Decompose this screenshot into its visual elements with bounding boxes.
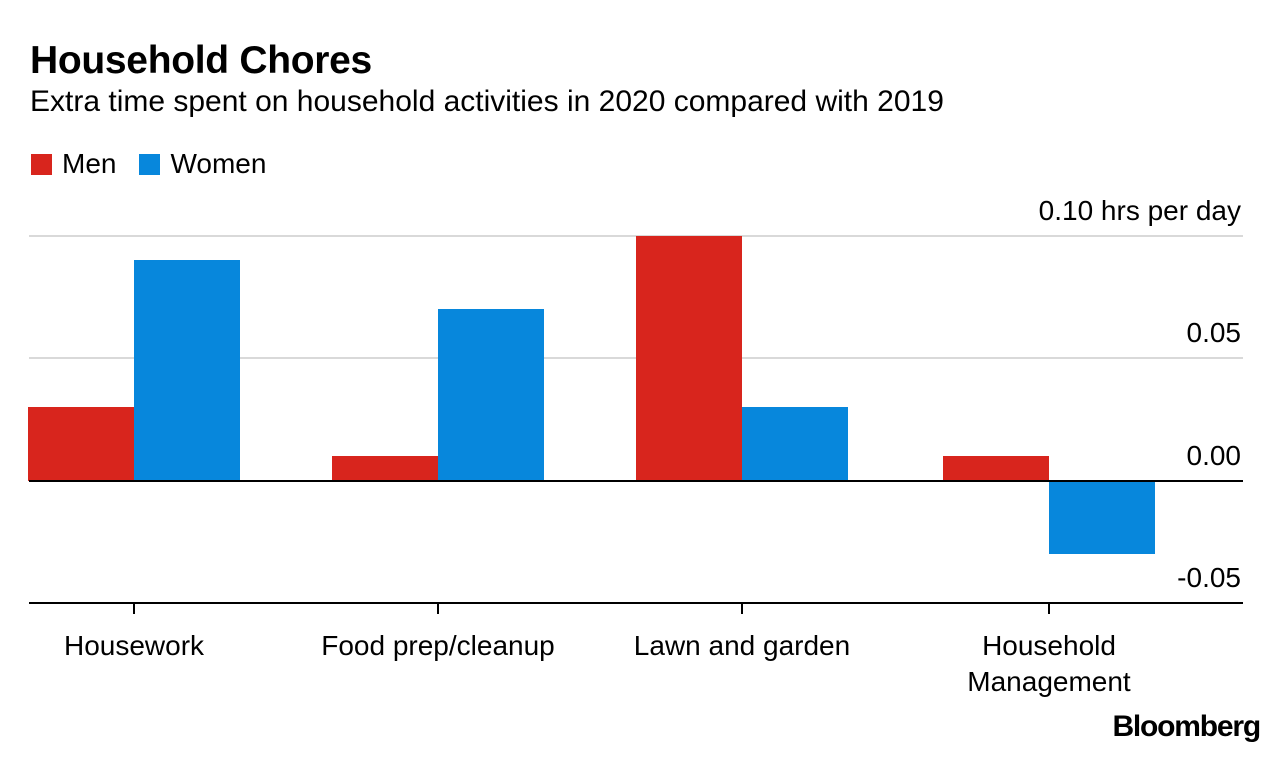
bar-men-food-prepcleanup bbox=[332, 456, 438, 481]
legend-swatch-men-icon bbox=[31, 153, 52, 175]
bar-men-lawn-and-garden bbox=[636, 236, 742, 481]
x-tick-household-management bbox=[1048, 603, 1050, 614]
x-label-lawn-and-garden: Lawn and garden bbox=[633, 630, 851, 661]
legend-label-women: Women bbox=[170, 148, 267, 179]
legend-item-men: Men bbox=[31, 150, 116, 178]
x-tick-lawn-and-garden bbox=[741, 603, 743, 614]
bar-women-lawn-and-garden bbox=[742, 407, 848, 481]
bar-women-housework bbox=[134, 260, 240, 481]
legend-label-men: Men bbox=[62, 148, 117, 179]
bar-women-food-prepcleanup bbox=[438, 309, 544, 481]
bar-women-household-management bbox=[1049, 480, 1155, 555]
y-tick-label-0.1: 0.10 hrs per day bbox=[1038, 195, 1241, 226]
bloomberg-logo: Bloomberg bbox=[1112, 710, 1261, 743]
y-tick-label--0.05: -0.05 bbox=[1177, 562, 1241, 593]
plot-area: 0.10 hrs per day 0.05 0.00 -0.05 Housework Fo… bbox=[28, 197, 1243, 697]
legend-item-women: Women bbox=[139, 150, 266, 178]
gridline--0.05 bbox=[29, 602, 1243, 604]
chart-subtitle: Extra time spent on household activities… bbox=[30, 85, 944, 118]
x-label-household-management: Household Management bbox=[967, 630, 1131, 698]
legend-swatch-women-icon bbox=[139, 153, 161, 175]
legend: Men Women bbox=[31, 150, 266, 178]
chart-title: Household Chores bbox=[30, 39, 372, 82]
bar-men-housework bbox=[28, 407, 134, 481]
bar-men-household-management bbox=[943, 456, 1049, 481]
x-label-housework: Housework bbox=[63, 630, 205, 661]
x-label-food-prepcleanup: Food prep/cleanup bbox=[321, 630, 555, 661]
x-tick-food-prepcleanup bbox=[437, 603, 439, 614]
x-tick-housework bbox=[133, 603, 135, 614]
y-tick-label-0: 0.00 bbox=[1186, 439, 1242, 471]
y-tick-label-0.05: 0.05 bbox=[1186, 317, 1242, 349]
gridline-0 bbox=[29, 479, 1243, 482]
